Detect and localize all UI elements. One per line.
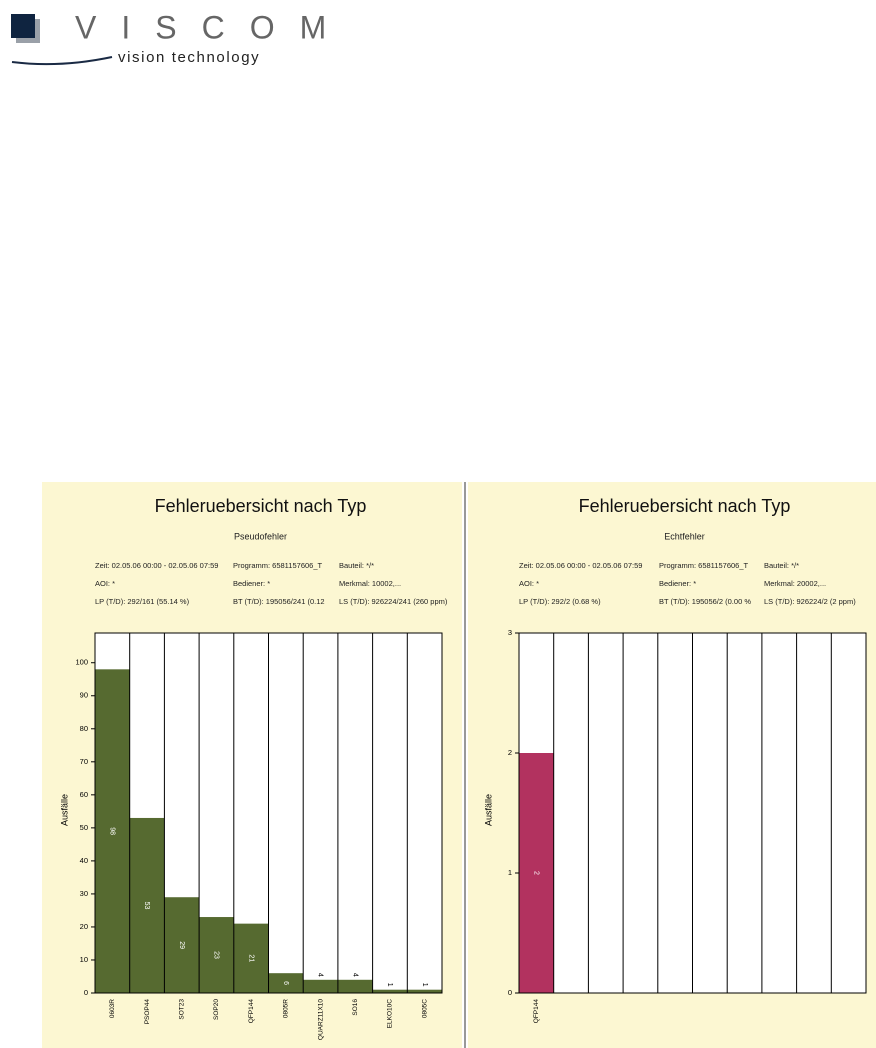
bar	[199, 917, 234, 993]
info-text: Bauteil: */*	[339, 561, 374, 570]
value-label: 98	[109, 827, 116, 835]
value-label: 4	[317, 973, 324, 977]
y-tick-label: 40	[80, 856, 88, 865]
logo: VISCOM vision technology	[11, 9, 351, 66]
bar	[372, 989, 408, 993]
value-label: 1	[421, 983, 428, 987]
x-tick-label: 0805C	[421, 999, 428, 1018]
x-tick-label: QUARZ11X10	[317, 999, 324, 1040]
y-tick-label: 0	[84, 988, 88, 997]
value-label: 53	[143, 902, 150, 910]
y-tick-label: 80	[80, 724, 88, 733]
chart-subtitle: Pseudofehler	[234, 531, 287, 541]
info-text: BT (T/D): 195056/2 (0.00 %	[659, 597, 751, 606]
logo-square	[11, 14, 35, 38]
y-tick-label: 30	[80, 889, 88, 898]
y-tick-label: 60	[80, 790, 88, 799]
bar	[129, 817, 165, 993]
plot-frame	[518, 632, 867, 994]
info-text: Zeit: 02.05.06 00:00 - 02.05.06 07:59	[519, 561, 642, 570]
info-text: LS (T/D): 926224/241 (260 ppm)	[339, 597, 448, 606]
tagline: vision technology	[118, 49, 260, 66]
bar	[268, 973, 304, 993]
bar	[519, 753, 554, 993]
value-label: 4	[351, 973, 358, 977]
y-tick-label: 50	[80, 823, 88, 832]
bar	[95, 669, 130, 993]
chart-title: Fehleruebersicht nach Typ	[155, 496, 367, 516]
info-text: Bauteil: */*	[764, 561, 799, 570]
y-axis-label: Ausfälle	[483, 794, 493, 826]
x-tick-label: SO16	[352, 999, 359, 1016]
y-tick-label: 10	[80, 955, 88, 964]
info-text: Bediener: *	[659, 579, 696, 588]
value-label: 6	[282, 981, 289, 985]
y-tick-label: 70	[80, 757, 88, 766]
x-tick-label: SOP20	[213, 999, 220, 1020]
plot-frame	[94, 632, 443, 994]
info-text: BT (T/D): 195056/241 (0.12	[233, 597, 325, 606]
y-tick-label: 1	[508, 868, 512, 877]
value-label: 21	[247, 954, 254, 962]
value-label: 1	[386, 983, 393, 987]
value-label: 2	[533, 871, 540, 875]
chart-subtitle: Echtfehler	[664, 531, 705, 541]
info-text: AOI: *	[519, 579, 539, 588]
x-tick-label: SOT23	[178, 999, 185, 1020]
y-tick-label: 20	[80, 922, 88, 931]
info-text: Programm: 6581157606_T	[233, 561, 322, 570]
y-tick-label: 2	[508, 748, 512, 757]
y-tick-label: 3	[508, 628, 512, 637]
value-label: 23	[213, 951, 220, 959]
info-text: Merkmal: 20002,...	[764, 579, 826, 588]
info-text: LP (T/D): 292/2 (0.68 %)	[519, 597, 601, 606]
x-tick-label: 0805R	[283, 999, 290, 1018]
chart-title: Fehleruebersicht nach Typ	[579, 496, 791, 516]
bar	[407, 989, 442, 993]
info-text: Merkmal: 10002,...	[339, 579, 401, 588]
x-tick-label: 0603R	[109, 999, 116, 1018]
x-tick-label: ELKO10C	[387, 999, 394, 1029]
y-tick-label: 100	[75, 658, 88, 667]
brand: VISCOM	[75, 9, 351, 45]
bar	[233, 923, 269, 993]
bar	[337, 979, 373, 993]
info-text: Zeit: 02.05.06 00:00 - 02.05.06 07:59	[95, 561, 218, 570]
bar	[164, 897, 200, 993]
bar	[303, 979, 338, 993]
info-text: LP (T/D): 292/161 (55.14 %)	[95, 597, 190, 606]
info-text: AOI: *	[95, 579, 115, 588]
y-axis-label: Ausfälle	[59, 794, 69, 826]
value-label: 29	[178, 941, 185, 949]
info-text: LS (T/D): 926224/2 (2 ppm)	[764, 597, 856, 606]
y-tick-label: 0	[508, 988, 512, 997]
x-tick-label: PSOP44	[144, 999, 151, 1025]
info-text: Programm: 6581157606_T	[659, 561, 748, 570]
y-tick-label: 90	[80, 691, 88, 700]
x-tick-label: QFP144	[533, 999, 540, 1024]
x-tick-label: QFP144	[248, 999, 255, 1024]
info-text: Bediener: *	[233, 579, 270, 588]
logo-swoosh	[11, 56, 113, 66]
